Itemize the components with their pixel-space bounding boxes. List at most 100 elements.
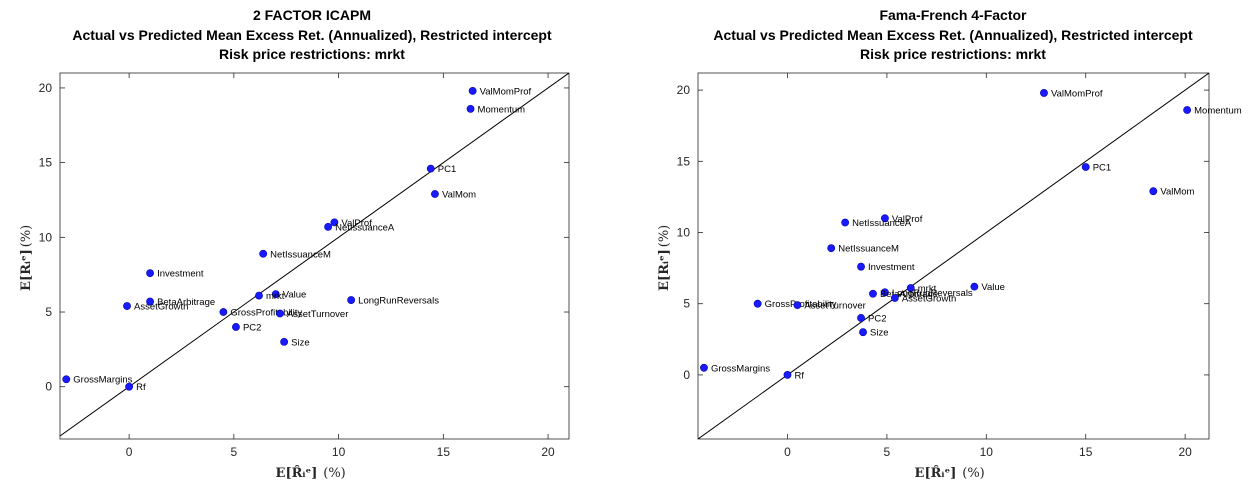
- point-label: NetIssuanceA: [335, 222, 395, 233]
- data-point: [259, 249, 268, 258]
- point-label: mrkt: [918, 284, 937, 295]
- data-point: [146, 269, 154, 278]
- x-tick-label: 15: [1079, 445, 1093, 459]
- point-label: ValProf: [341, 218, 372, 229]
- point-label: PC1: [438, 164, 456, 175]
- x-tick-label: 10: [980, 445, 994, 459]
- point-label: ValProf: [892, 214, 923, 225]
- data-point: [276, 309, 284, 318]
- data-point: [793, 301, 802, 310]
- y-tick-label: 0: [683, 368, 690, 382]
- point-label: ValMomProf: [480, 86, 532, 97]
- y-tick-label: 15: [677, 154, 691, 168]
- data-point: [62, 375, 71, 384]
- data-point: [280, 337, 289, 346]
- data-point: [330, 218, 339, 227]
- point-label: ValMom: [1160, 187, 1194, 198]
- y-tick-label: 10: [39, 230, 53, 244]
- point-label: BetaArbitrage: [157, 297, 215, 308]
- point-label: PC1: [1093, 162, 1111, 173]
- x-axis-unit: (%): [962, 466, 985, 481]
- chart-title-line: Fama-French 4-Factor: [879, 7, 1027, 23]
- point-label: BetaArbitrage: [880, 289, 938, 300]
- data-point: [869, 289, 877, 298]
- y-axis-label: E[Rᵢᵉ]: [19, 249, 34, 291]
- data-point: [881, 288, 889, 297]
- chart-left: 2 FACTOR ICAPM Actual vs Predicted Mean E…: [19, 7, 570, 481]
- data-point: [841, 218, 850, 227]
- point-label: Value: [981, 282, 1005, 293]
- x-tick-label: 20: [541, 445, 555, 459]
- data-point: [753, 299, 762, 308]
- data-point: [324, 222, 333, 231]
- chart-title-line: Actual vs Predicted Mean Excess Ret. (An…: [713, 27, 1193, 43]
- data-point: [783, 371, 792, 379]
- data-point: [255, 291, 263, 300]
- reference-45-line: [60, 73, 569, 437]
- point-label: NetIssuanceA: [852, 218, 912, 229]
- data-point: [347, 296, 356, 304]
- x-axis-unit: (%): [323, 466, 346, 481]
- reference-45-line: [698, 73, 1209, 439]
- point-label: PC2: [868, 313, 886, 324]
- data-point: [468, 87, 477, 95]
- y-tick-label: 15: [39, 156, 53, 170]
- x-axis-label: E[R̂ᵢᵉ]: [276, 465, 318, 481]
- point-label: Momentum: [1194, 106, 1242, 117]
- y-tick-label: 20: [39, 81, 53, 95]
- data-point: [271, 290, 280, 298]
- point-label: Size: [291, 337, 309, 348]
- data-point: [906, 284, 915, 292]
- chart-title-line: Risk price restrictions: mrkt: [219, 46, 405, 62]
- data-point: [859, 328, 867, 337]
- point-label: Value: [283, 290, 307, 301]
- data-point: [827, 244, 836, 253]
- x-tick-label: 0: [126, 445, 133, 459]
- x-tick-label: 5: [231, 445, 238, 459]
- y-tick-label: 20: [677, 83, 691, 97]
- data-point: [1081, 163, 1090, 171]
- chart-title-line: Actual vs Predicted Mean Excess Ret. (An…: [72, 27, 552, 43]
- point-label: AssetTurnover: [287, 309, 348, 320]
- point-label: Investment: [868, 262, 915, 273]
- y-axis-label: E[Rᵢᵉ]: [657, 249, 672, 291]
- point-label: Momentum: [478, 104, 526, 115]
- point-label: NetIssuanceM: [270, 249, 331, 260]
- chart-right: Fama-French 4-Factor Actual vs Predicted …: [657, 7, 1242, 481]
- data-point: [125, 382, 134, 391]
- point-label: PC2: [243, 322, 261, 333]
- point-label: AssetGrowth: [902, 294, 956, 305]
- point-label: GrossMargins: [73, 375, 132, 386]
- data-point: [1040, 89, 1048, 97]
- y-tick-label: 10: [677, 226, 691, 240]
- chart-title-line: Risk price restrictions: mrkt: [860, 46, 1046, 62]
- plot-area-frame: [697, 72, 1210, 440]
- data-point: [426, 164, 435, 173]
- data-point: [431, 190, 439, 198]
- point-label: Size: [870, 328, 888, 339]
- data-point: [857, 262, 865, 271]
- y-axis-label-group: E[Rᵢᵉ](%): [19, 225, 34, 291]
- point-label: GrossProfitability: [230, 308, 302, 319]
- data-point: [1149, 187, 1158, 196]
- point-label: Rf: [794, 370, 804, 381]
- chart-title-line: 2 FACTOR ICAPM: [253, 7, 371, 23]
- point-label: LongRunReversals: [892, 288, 973, 299]
- data-point: [219, 308, 228, 316]
- data-point: [466, 104, 475, 113]
- point-label: NetIssuanceM: [838, 244, 899, 255]
- point-label: AssetGrowth: [134, 302, 188, 313]
- point-label: AssetTurnover: [804, 301, 865, 312]
- data-point: [857, 314, 865, 322]
- data-point: [881, 214, 889, 223]
- data-point: [890, 294, 899, 302]
- x-tick-label: 10: [332, 445, 346, 459]
- y-tick-label: 5: [45, 305, 52, 319]
- y-tick-label: 5: [683, 297, 690, 311]
- point-label: GrossMargins: [711, 363, 770, 374]
- point-label: ValMom: [442, 190, 476, 201]
- x-tick-label: 5: [884, 445, 891, 459]
- x-tick-label: 15: [437, 445, 451, 459]
- x-tick-label: 0: [784, 445, 791, 459]
